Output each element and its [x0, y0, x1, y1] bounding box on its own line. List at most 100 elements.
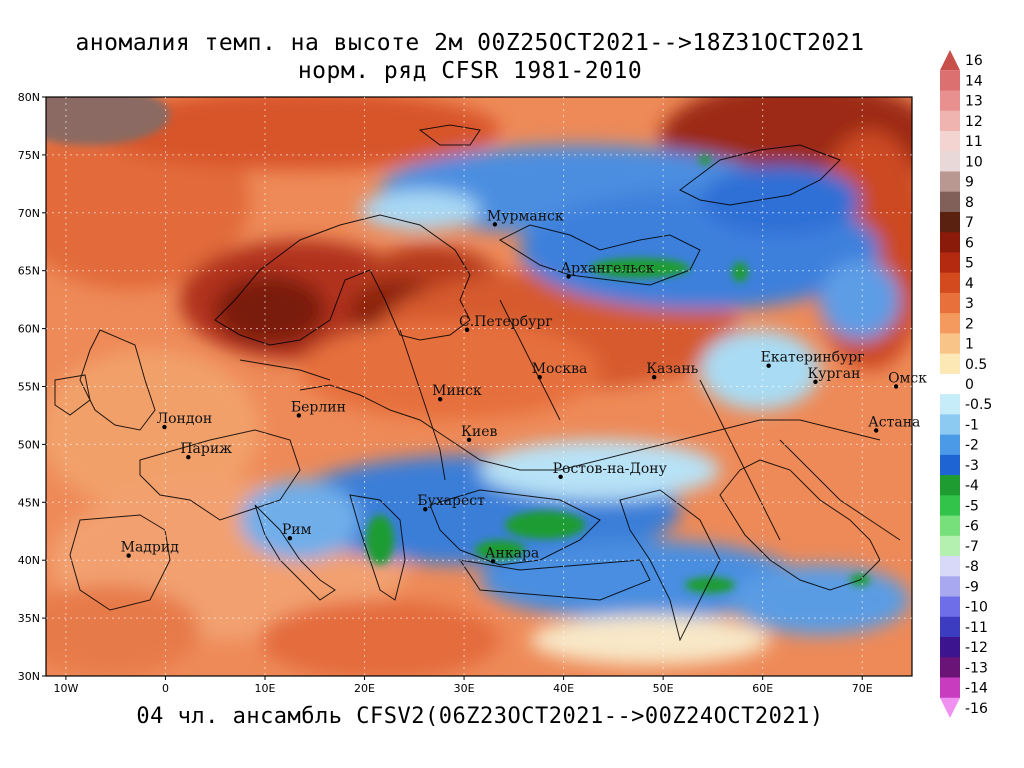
colorbar-label: 0: [965, 377, 974, 393]
map-subtitle: норм. ряд CFSR 1981-2010: [297, 58, 643, 84]
city-marker: [437, 397, 443, 402]
colorbar-swatch: [940, 454, 960, 476]
colorbar-swatch: [940, 292, 960, 314]
colorbar-swatch: [940, 353, 960, 375]
city-label: Казань: [646, 361, 698, 377]
colorbar-swatch: [940, 495, 960, 517]
colorbar-swatch: [940, 252, 960, 274]
colorbar-label: 5: [965, 256, 974, 272]
colorbar-swatch: [940, 556, 960, 577]
city-marker: [766, 363, 771, 368]
colorbar-swatch: [940, 232, 960, 253]
city-label: Париж: [180, 441, 232, 457]
city-label: Москва: [532, 361, 588, 377]
lat-tick-label: 65N: [18, 265, 40, 278]
city-label: Рим: [282, 522, 312, 538]
lat-tick-label: 35N: [18, 612, 40, 625]
lon-tick-label: 30E: [454, 682, 475, 695]
colorbar-label: 3: [965, 296, 974, 312]
city-marker: [893, 384, 899, 389]
lon-tick-label: 10W: [53, 682, 78, 695]
colorbar-swatch: [940, 535, 960, 557]
colorbar-label: -13: [965, 660, 988, 676]
lon-tick-label: 60E: [752, 682, 773, 695]
colorbar-label: 0.5: [965, 357, 987, 373]
city-label: Минск: [432, 383, 482, 399]
colorbar-swatch: [940, 657, 960, 679]
city-marker: [186, 454, 191, 460]
colorbar-swatch: [940, 414, 960, 436]
lat-tick-label: 40N: [18, 554, 40, 567]
map-title: аномалия темп. на высоте 2м 00Z25OCT2021…: [75, 30, 865, 56]
city-marker: [537, 375, 542, 380]
city-marker: [464, 327, 470, 332]
colorbar-label: 13: [965, 94, 983, 110]
city-marker: [873, 428, 879, 433]
lat-tick-label: 30N: [18, 670, 40, 683]
city-marker: [566, 274, 571, 279]
city-marker: [423, 507, 428, 512]
axis-ticks: 30N 35N 40N 45N 50N 55N 60N 65N 70N 75N 80N 10W 0 10E…: [18, 91, 873, 695]
colorbar-label: -12: [965, 640, 988, 656]
city-label: Лондон: [156, 411, 212, 427]
colorbar-label: -0.5: [965, 397, 992, 413]
city-label: Астана: [868, 415, 920, 431]
lon-tick-label: 50E: [653, 682, 674, 695]
colorbar-swatch: [940, 333, 960, 355]
lat-tick-label: 60N: [18, 323, 40, 336]
colorbar-swatch: [940, 596, 960, 618]
colorbar-label: -2: [965, 438, 979, 454]
colorbar-label: -1: [965, 417, 979, 433]
colorbar-swatch: [940, 171, 960, 193]
city-label: Омск: [888, 371, 927, 387]
city-label: Курган: [807, 366, 860, 382]
colorbar-swatch: [940, 211, 960, 233]
lon-tick-label: 0: [162, 682, 169, 695]
lon-tick-label: 40E: [553, 682, 574, 695]
colorbar-swatch: [940, 191, 960, 213]
colorbar-cap-bottom: [940, 697, 960, 718]
colorbar-label: 4: [965, 276, 974, 292]
lon-tick-label: 10E: [255, 682, 276, 695]
city-marker: [490, 559, 496, 564]
colorbar-swatch: [940, 313, 960, 334]
colorbar-swatch: [940, 677, 960, 699]
anomaly-field: [46, 97, 912, 676]
colorbar-swatch: [940, 515, 960, 537]
colorbar-label: 2: [965, 316, 974, 332]
city-label: Анкара: [485, 545, 539, 561]
city-marker: [126, 553, 131, 558]
city-marker: [466, 437, 472, 442]
colorbar-swatch: [940, 151, 960, 172]
city-marker: [287, 535, 293, 541]
city-label: С.Петербург: [459, 314, 553, 330]
colorbar-label: 11: [965, 134, 983, 150]
colorbar-label: -8: [965, 559, 979, 575]
city-label: Бухарест: [417, 493, 485, 509]
colorbar-label: 12: [965, 114, 983, 130]
colorbar-label: -3: [965, 458, 979, 474]
colorbar-label: 14: [965, 73, 983, 89]
city-marker: [651, 375, 657, 380]
lat-tick-label: 75N: [18, 149, 40, 162]
city-marker: [296, 413, 302, 418]
colorbar-label: 8: [965, 195, 974, 211]
colorbar-swatch: [940, 130, 960, 152]
colorbar-label: -10: [965, 600, 988, 616]
city-marker: [813, 379, 818, 385]
city-marker: [492, 222, 498, 227]
colorbar-swatch: [940, 637, 960, 658]
colorbar-swatch: [940, 475, 960, 496]
city-label: Архангельск: [561, 260, 655, 276]
colorbar-swatch: [940, 616, 960, 638]
colorbar-label: -4: [965, 478, 979, 494]
colorbar-swatch: [940, 90, 960, 112]
city-label: Екатеринбург: [761, 350, 865, 366]
colorbar-label: 6: [965, 235, 974, 251]
colorbar-label: -6: [965, 519, 979, 535]
colorbar-swatch: [940, 272, 960, 294]
city-label: Берлин: [291, 399, 346, 415]
colorbar-swatch: [940, 373, 960, 395]
colorbar-label: -5: [965, 498, 979, 514]
